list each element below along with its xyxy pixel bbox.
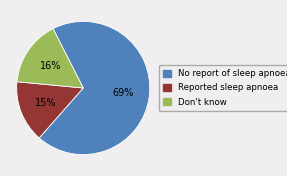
Wedge shape [39, 21, 150, 155]
Text: 69%: 69% [112, 88, 133, 98]
Wedge shape [17, 29, 83, 88]
Legend: No report of sleep apnoea, Reported sleep apnoea, Don't know: No report of sleep apnoea, Reported slee… [159, 65, 287, 111]
Text: 16%: 16% [40, 61, 61, 71]
Wedge shape [17, 82, 83, 138]
Text: 15%: 15% [35, 98, 57, 108]
